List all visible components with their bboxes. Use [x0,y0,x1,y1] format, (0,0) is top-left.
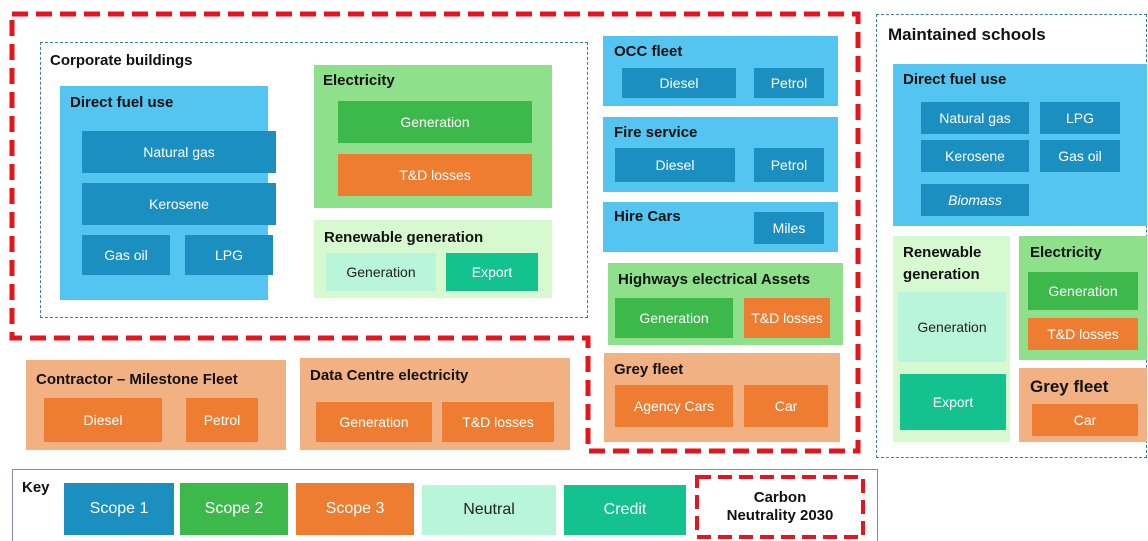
title: Electricity [1030,244,1102,261]
item: Kerosene [82,183,276,225]
title: Hire Cars [614,208,681,225]
item: T&D losses [338,154,532,196]
item: Gas oil [82,235,170,275]
item: T&D losses [1028,318,1138,350]
item: T&D losses [442,402,554,442]
item: Car [744,385,828,427]
item: Biomass [921,184,1029,216]
title: Renewable generation [324,229,484,246]
item: Scope 2 [180,483,288,535]
title: Direct fuel use [70,94,174,111]
item: Generation [615,298,733,338]
title: Grey fleet [614,361,684,378]
item: Diesel [615,148,735,182]
item: Diesel [622,68,736,98]
item: Petrol [754,68,824,98]
title: OCC fleet [614,43,683,60]
title: Direct fuel use [903,71,1007,88]
item: Natural gas [82,131,276,173]
item: Generation [1028,272,1138,310]
item: LPG [185,235,273,275]
container [12,469,878,541]
title: Fire service [614,124,698,141]
title: Data Centre electricity [310,367,469,384]
item: Scope 1 [64,483,174,535]
item: Generation [316,402,432,442]
item: Neutral [422,485,556,535]
item: Natural gas [921,102,1029,134]
item: Generation [326,253,436,291]
title: Grey fleet [1030,377,1109,396]
item: T&D losses [744,298,830,338]
item: Generation [898,292,1006,362]
item: Car [1032,404,1138,436]
title: Highways electrical Assets [618,271,811,288]
item: Gas oil [1040,140,1120,172]
item: Petrol [186,398,258,442]
title: Corporate buildings [50,52,193,69]
item: Petrol [754,148,824,182]
item: LPG [1040,102,1120,134]
item: Export [900,374,1006,430]
item: Export [446,253,538,291]
title: Electricity [323,72,395,89]
item: Carbon Neutrality 2030 [726,489,834,524]
item: Diesel [44,398,162,442]
item: Credit [564,485,686,535]
item: Miles [754,212,824,244]
item: Agency Cars [615,385,733,427]
title: Maintained schools [888,25,1046,44]
item: Generation [338,101,532,143]
item: Scope 3 [296,483,414,535]
title: Contractor – Milestone Fleet [36,371,238,388]
item: Kerosene [921,140,1029,172]
title: Key [22,479,50,496]
title: Renewable generation [903,244,982,283]
